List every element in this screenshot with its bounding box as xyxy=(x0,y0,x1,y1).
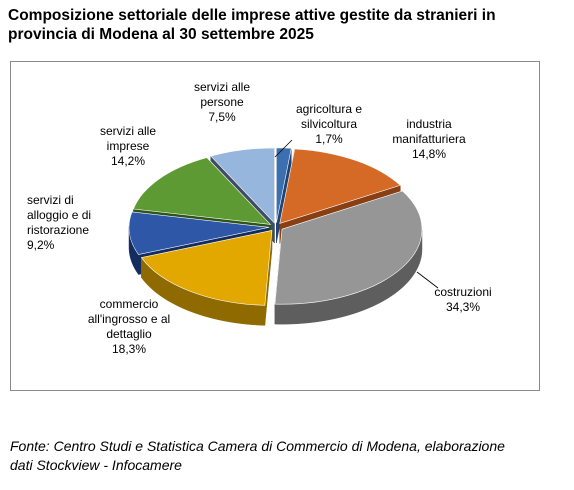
pie-chart: agricoltura e silvicoltura 1,7% industria ma… xyxy=(27,80,492,356)
pie-slice-commercio xyxy=(140,230,273,326)
pie-slice-costruzioni xyxy=(274,190,423,325)
slice-label-servizi-alle: servizi alle persone 7,5% xyxy=(194,80,250,124)
slice-label-industria: industria manifatturiera 14,8% xyxy=(392,117,466,161)
chart-title-line1: Composizione settoriale delle imprese at… xyxy=(8,7,496,24)
pie-slice-agricoltura-e xyxy=(276,147,292,243)
slice-label-agricoltura-e: agricoltura e silvicoltura 1,7% xyxy=(296,102,362,146)
source-note: Fonte: Centro Studi e Statistica Camera … xyxy=(10,437,570,475)
slice-label-servizi-di: servizi di alloggio e di ristorazione 9,2% xyxy=(27,193,91,252)
source-line1: Fonte: Centro Studi e Statistica Camera … xyxy=(10,438,505,454)
chart-frame: agricoltura e silvicoltura 1,7% industria ma… xyxy=(10,61,540,391)
slice-label-commercio: commercio all'ingrosso e al dettaglio 18,3% xyxy=(88,297,170,356)
chart-title-line2: provincia di Modena al 30 settembre 2025 xyxy=(8,26,314,43)
slice-label-servizi-alle: servizi alle imprese 14,2% xyxy=(100,124,156,168)
slice-label-costruzioni: costruzioni 34,3% xyxy=(434,285,491,314)
leader-line-agricoltura-e xyxy=(274,139,293,158)
source-line2: dati Stockview - Infocamere xyxy=(10,457,182,473)
leader-line-costruzioni xyxy=(416,271,439,289)
chart-title: Composizione settoriale delle imprese at… xyxy=(8,6,568,44)
